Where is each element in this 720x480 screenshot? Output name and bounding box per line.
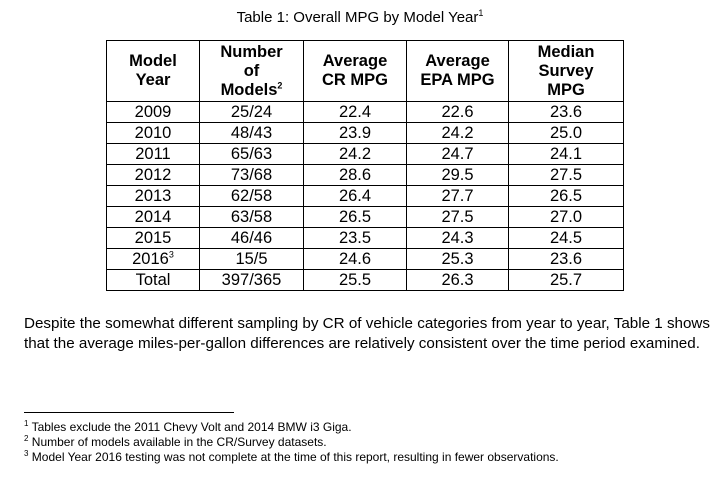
footnotes: 1 Tables exclude the 2011 Chevy Volt and… — [24, 420, 714, 465]
cell-average-cr-mpg: 23.9 — [303, 122, 407, 144]
mpg-table: Model Year Number of Models2 Average CR … — [106, 40, 624, 291]
cell-average-epa-mpg: 22.6 — [406, 101, 509, 123]
cell-median-survey-mpg: 23.6 — [508, 101, 624, 123]
table-row: 2015 46/46 23.5 24.3 24.5 — [106, 227, 624, 249]
cell-average-epa-mpg: 25.3 — [406, 248, 509, 270]
cell-model-year: 2010 — [106, 122, 200, 144]
cell-average-epa-mpg: 24.7 — [406, 143, 509, 165]
cell-average-cr-mpg: 24.6 — [303, 248, 407, 270]
footnote-text: Model Year 2016 testing was not complete… — [31, 450, 559, 464]
cell-average-epa-mpg: 27.7 — [406, 185, 509, 207]
cell-average-cr-mpg: 26.5 — [303, 206, 407, 228]
header-model-year: Model Year — [106, 40, 200, 102]
cell-model-year: Total — [106, 269, 200, 291]
cell-number-of-models: 46/46 — [199, 227, 304, 249]
table-row: 2011 65/63 24.2 24.7 24.1 — [106, 143, 624, 165]
cell-number-of-models: 25/24 — [199, 101, 304, 123]
footnote-text: Tables exclude the 2011 Chevy Volt and 2… — [31, 420, 352, 434]
cell-average-cr-mpg: 22.4 — [303, 101, 407, 123]
cell-median-survey-mpg: 23.6 — [508, 248, 624, 270]
table-row: 20163 15/5 24.6 25.3 23.6 — [106, 248, 624, 270]
cell-average-epa-mpg: 26.3 — [406, 269, 509, 291]
table-caption-footnote-marker: 1 — [478, 8, 484, 18]
cell-median-survey-mpg: 24.1 — [508, 143, 624, 165]
cell-average-cr-mpg: 24.2 — [303, 143, 407, 165]
footnote: 3 Model Year 2016 testing was not comple… — [24, 450, 714, 465]
footnote-marker: 1 — [24, 419, 29, 428]
cell-median-survey-mpg: 25.7 — [508, 269, 624, 291]
cell-median-survey-mpg: 26.5 — [508, 185, 624, 207]
header-median-survey-mpg: Median Survey MPG — [508, 40, 624, 102]
table-header-row: Model Year Number of Models2 Average CR … — [106, 40, 624, 102]
table-caption: Table 1: Overall MPG by Model Year1 — [0, 8, 720, 26]
table-caption-text: Table 1: Overall MPG by Model Year — [236, 9, 479, 26]
body-paragraph: Despite the somewhat different sampling … — [24, 315, 710, 352]
cell-model-year: 2011 — [106, 143, 200, 165]
row-footnote-marker: 3 — [168, 249, 174, 260]
cell-model-year: 2009 — [106, 101, 200, 123]
cell-median-survey-mpg: 24.5 — [508, 227, 624, 249]
cell-number-of-models: 48/43 — [199, 122, 304, 144]
table-row: Total 397/365 25.5 26.3 25.7 — [106, 269, 624, 291]
table-row: 2012 73/68 28.6 29.5 27.5 — [106, 164, 624, 186]
cell-number-of-models: 15/5 — [199, 248, 304, 270]
cell-number-of-models: 73/68 — [199, 164, 304, 186]
header-average-epa-mpg: Average EPA MPG — [406, 40, 509, 102]
cell-average-epa-mpg: 27.5 — [406, 206, 509, 228]
cell-model-year: 2013 — [106, 185, 200, 207]
cell-number-of-models: 65/63 — [199, 143, 304, 165]
cell-average-epa-mpg: 24.3 — [406, 227, 509, 249]
cell-average-cr-mpg: 28.6 — [303, 164, 407, 186]
cell-model-year: 20163 — [106, 248, 200, 270]
cell-average-cr-mpg: 26.4 — [303, 185, 407, 207]
header-number-of-models: Number of Models2 — [199, 40, 304, 102]
table-row: 2013 62/58 26.4 27.7 26.5 — [106, 185, 624, 207]
cell-median-survey-mpg: 27.0 — [508, 206, 624, 228]
cell-average-epa-mpg: 24.2 — [406, 122, 509, 144]
table-body: 2009 25/24 22.4 22.6 23.6 2010 48/43 23.9 24.2 25… — [106, 101, 624, 291]
cell-average-cr-mpg: 23.5 — [303, 227, 407, 249]
cell-model-year: 2015 — [106, 227, 200, 249]
cell-number-of-models: 63/58 — [199, 206, 304, 228]
footnote: 1 Tables exclude the 2011 Chevy Volt and… — [24, 420, 714, 435]
table-row: 2014 63/58 26.5 27.5 27.0 — [106, 206, 624, 228]
cell-number-of-models: 62/58 — [199, 185, 304, 207]
cell-model-year: 2012 — [106, 164, 200, 186]
cell-number-of-models: 397/365 — [199, 269, 304, 291]
footnote-marker: 2 — [24, 434, 29, 443]
footnote-divider — [24, 412, 234, 413]
footnote: 2 Number of models available in the CR/S… — [24, 435, 714, 450]
cell-median-survey-mpg: 25.0 — [508, 122, 624, 144]
footnote-text: Number of models available in the CR/Sur… — [31, 435, 327, 449]
cell-median-survey-mpg: 27.5 — [508, 164, 624, 186]
footnote-marker: 3 — [24, 449, 29, 458]
cell-model-year: 2014 — [106, 206, 200, 228]
header-average-cr-mpg: Average CR MPG — [303, 40, 407, 102]
cell-average-epa-mpg: 29.5 — [406, 164, 509, 186]
table-row: 2009 25/24 22.4 22.6 23.6 — [106, 101, 624, 123]
cell-average-cr-mpg: 25.5 — [303, 269, 407, 291]
table-row: 2010 48/43 23.9 24.2 25.0 — [106, 122, 624, 144]
header-footnote-marker: 2 — [277, 80, 283, 90]
